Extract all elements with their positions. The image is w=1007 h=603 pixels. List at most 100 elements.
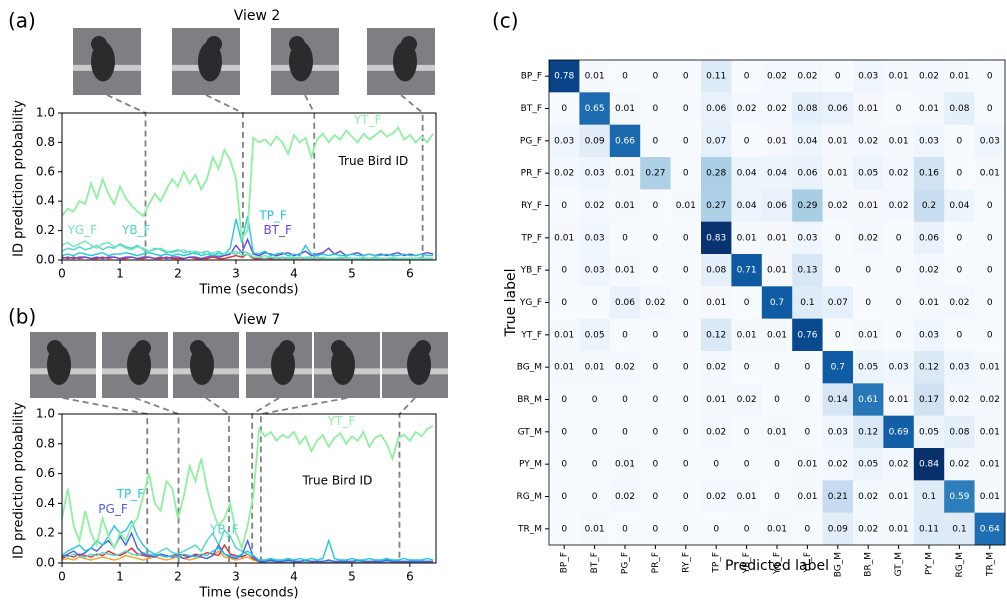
heatmap-cell — [701, 480, 732, 513]
heatmap-cell — [913, 318, 945, 352]
cell-label: 0.05 — [858, 169, 878, 179]
heatmap-cell — [731, 124, 763, 158]
cell-label: 0 — [622, 72, 628, 82]
cell-label: 0.03 — [858, 72, 878, 82]
y-tick-label: 0.6 — [36, 164, 55, 178]
heatmap-cell — [974, 351, 1006, 384]
cell-label: 0.59 — [949, 492, 969, 502]
cell-label: 0.07 — [828, 298, 848, 308]
cell-label: 0.03 — [889, 363, 909, 373]
heatmap-cell — [913, 221, 945, 255]
row-label: PR_F — [521, 169, 542, 179]
row-label: GT_M — [518, 427, 542, 437]
cell-label: 0.01 — [615, 169, 635, 179]
cell-label: 0.01 — [585, 524, 605, 534]
heatmap-cell — [853, 351, 884, 384]
cell-label: 0 — [683, 524, 689, 534]
cell-label: 0 — [774, 460, 780, 470]
heatmap-cell — [944, 415, 975, 449]
heatmap-cell — [731, 157, 763, 190]
cell-label: 0 — [865, 266, 871, 276]
frame-connector — [62, 397, 149, 563]
cell-label: 0 — [744, 136, 750, 146]
heatmap-cell — [761, 318, 793, 352]
cell-label: 0.05 — [858, 460, 878, 470]
cell-label: 0.7 — [831, 363, 845, 373]
cell-label: 0 — [561, 298, 567, 308]
row-label: BP_F — [521, 72, 542, 82]
cell-label: 0.03 — [797, 233, 817, 243]
cell-label: 0.29 — [797, 201, 817, 211]
cell-label: 0 — [774, 395, 780, 405]
cell-label: 0 — [805, 395, 811, 405]
x-tick-label: 1 — [116, 570, 124, 584]
heatmap-cell — [944, 448, 975, 481]
cell-label: 0.84 — [919, 460, 939, 470]
frame-connector — [398, 397, 416, 563]
cell-label: 0.12 — [919, 363, 939, 373]
y-tick-label: 0.4 — [36, 194, 55, 208]
heatmap-cell — [731, 286, 763, 319]
cell-label: 0 — [744, 524, 750, 534]
cell-label: 0.06 — [828, 104, 848, 114]
heatmap-cell — [974, 480, 1006, 513]
cell-label: 0 — [561, 104, 567, 114]
x-tick-label: 0 — [58, 267, 66, 281]
annotation: YB_F — [121, 223, 151, 237]
series-line — [61, 425, 434, 552]
heatmap-cell — [761, 157, 793, 190]
column-label: PR_F — [651, 552, 661, 573]
heatmap-cell — [944, 286, 975, 319]
frame-image — [271, 28, 339, 95]
x-tick-label: 3 — [232, 570, 240, 584]
cell-label: 0.03 — [828, 427, 848, 437]
cell-label: 0 — [683, 492, 689, 502]
cell-label: 0 — [622, 395, 628, 405]
heatmap-cell — [913, 351, 945, 384]
heatmap-cell — [670, 189, 702, 222]
cell-label: 0 — [957, 330, 963, 340]
cell-label: 0.01 — [828, 136, 848, 146]
heatmap-cell — [549, 480, 580, 513]
annotation: BT_F — [263, 223, 292, 237]
row-label: TP_F — [520, 233, 542, 243]
cell-label: 0.01 — [585, 72, 605, 82]
heatmap-cell — [761, 254, 793, 287]
heatmap-cell — [731, 448, 763, 481]
cell-label: 0.01 — [615, 266, 635, 276]
cell-label: 0 — [592, 298, 598, 308]
cell-label: 0 — [653, 72, 659, 82]
heatmap-cell — [640, 157, 671, 190]
heatmap-cell — [731, 512, 763, 546]
heatmap-cell — [609, 480, 641, 513]
cell-label: 0.02 — [949, 460, 969, 470]
heatmap-cell — [822, 512, 854, 546]
heatmap-cell — [670, 157, 702, 190]
heatmap-cell — [731, 254, 763, 287]
frame-image — [30, 332, 96, 398]
heatmap-cell — [731, 383, 763, 416]
bird-head — [415, 340, 431, 356]
cell-label: 0.01 — [706, 395, 726, 405]
cell-label: 0 — [835, 72, 841, 82]
heatmap-cell — [701, 286, 732, 319]
frame-image — [173, 332, 239, 398]
heatmap-cell — [640, 383, 671, 416]
cell-label: 0.02 — [889, 460, 909, 470]
y-tick-label: 0.2 — [36, 223, 55, 237]
heatmap-cell — [761, 221, 793, 255]
x-tick-label: 2 — [174, 570, 182, 584]
cell-label: 0.01 — [828, 169, 848, 179]
heatmap-cell — [822, 254, 854, 287]
heatmap-cell — [853, 92, 884, 125]
heatmap-cell — [701, 60, 732, 93]
heatmap-cell — [579, 415, 611, 449]
heatmap-cell — [640, 92, 671, 125]
heatmap-cell — [640, 448, 671, 481]
cell-label: 0.02 — [767, 72, 787, 82]
heatmap-cell — [609, 157, 641, 190]
cell-label: 0 — [744, 298, 750, 308]
heatmap-cell — [549, 383, 580, 416]
cell-label: 0.02 — [615, 492, 635, 502]
heatmap-cell — [974, 157, 1006, 190]
